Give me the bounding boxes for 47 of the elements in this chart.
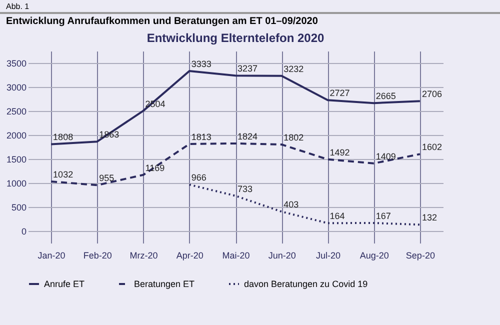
data-label: 403: [284, 200, 299, 210]
chart-title: Entwicklung Elterntelefon 2020: [146, 31, 325, 45]
x-tick-label: Jan-20: [38, 250, 66, 260]
data-label: 167: [376, 210, 391, 221]
data-label: 1409: [376, 151, 396, 162]
line-series: [50, 142, 421, 186]
data-label: 1032: [53, 169, 74, 180]
legend-label: Beratungen ET: [134, 279, 196, 289]
y-tick-label: 1000: [6, 178, 26, 188]
data-label: 2665: [376, 91, 396, 102]
text: Entwicklung Anrufaufkommen und Beratungen am ET 01–09/2020: [5, 15, 319, 27]
x-tick-label: Mai-20: [222, 250, 250, 260]
y-tick-label: 3000: [6, 82, 26, 92]
data-label: 3333: [191, 59, 212, 70]
legend-label: Anrufe ET: [44, 279, 86, 289]
data-label: 2706: [422, 89, 442, 100]
y-tick-label: 0: [21, 226, 26, 236]
data-label: 3237: [238, 64, 258, 74]
data-label: 733: [238, 184, 253, 194]
y-tick-label: 3500: [6, 58, 26, 68]
x-tick-label: Feb-20: [83, 250, 112, 260]
data-label: 132: [422, 212, 437, 223]
data-label: 1169: [145, 162, 165, 173]
line-series: [188, 184, 421, 226]
x-tick-label: Jun-20: [268, 250, 296, 260]
caption: Abb. 1: [0, 0, 500, 14]
data-label: 3232: [284, 64, 304, 74]
data-label: 1808: [53, 132, 74, 142]
x-tick-label: Aug-20: [360, 250, 389, 260]
legend-label: davon Beratungen zu Covid 19: [244, 279, 368, 289]
data-label: 164: [330, 211, 345, 222]
y-tick-label: 500: [11, 202, 26, 212]
data-label: 1802: [284, 132, 304, 143]
y-tick-label: 2000: [6, 130, 26, 140]
x-tick-label: Jul-20: [316, 250, 340, 260]
data-label: 1492: [330, 147, 350, 158]
data-label: 1602: [422, 142, 442, 152]
data-label: 955: [99, 173, 114, 184]
y-tick-label: 2500: [6, 106, 26, 116]
x-tick-label: Apr-20: [176, 250, 204, 260]
data-label: 2727: [330, 88, 350, 98]
x-tick-label: Mrz-20: [130, 250, 158, 260]
x-tick-label: Sep-20: [406, 250, 435, 260]
y-tick-label: 1500: [6, 154, 26, 164]
data-label: 966: [191, 172, 206, 183]
data-label: 1813: [191, 132, 212, 142]
data-label: 1824: [238, 131, 258, 142]
